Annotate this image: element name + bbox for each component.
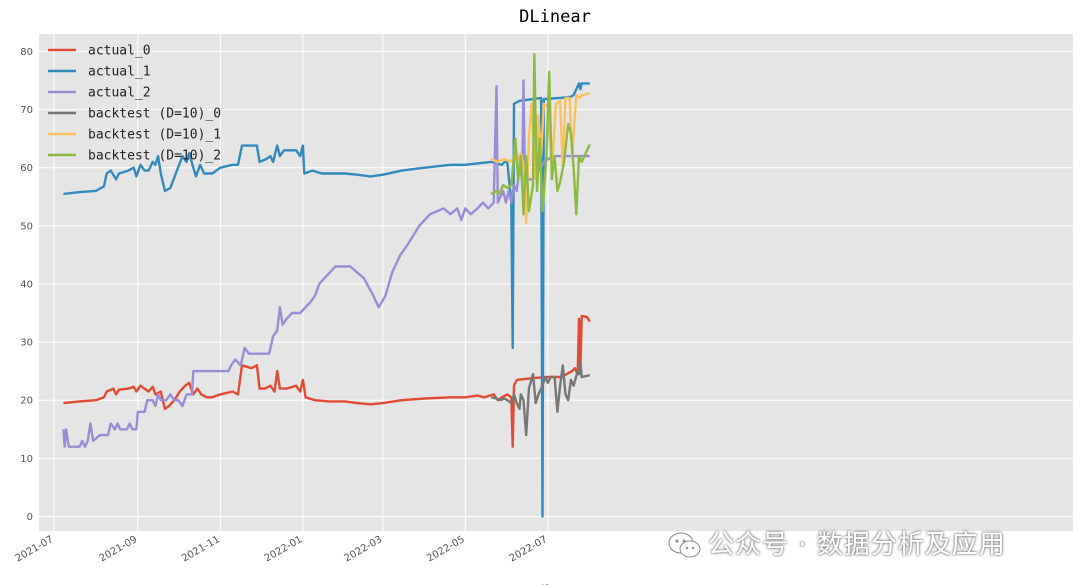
series-line-1 (63, 82, 590, 518)
x-tick-label: 2022-01 (263, 534, 305, 564)
x-tick-label: 2022-07 (508, 534, 550, 564)
y-tick-label: 30 (20, 338, 33, 349)
watermark: 公众号 · 数据分析及应用 (668, 524, 1006, 561)
x-tick-label: 2021-09 (98, 534, 140, 564)
legend-entry: actual_0 (88, 44, 151, 59)
legend: actual_0 actual_1 actual_2 backtest (D=10)_… (48, 44, 221, 164)
legend-entry: backtest (D=10)_0 (88, 107, 221, 122)
x-tick-label: 2022-05 (425, 534, 467, 564)
y-tick-label: 80 (20, 47, 33, 58)
series-line-2 (62, 79, 590, 448)
watermark-text: 公众号 · 数据分析及应用 (708, 530, 1006, 560)
x-axis-label: ti (541, 582, 548, 585)
y-tick-label: 40 (20, 279, 33, 290)
chart-title: DLinear (519, 7, 591, 27)
legend-entry: actual_1 (88, 65, 151, 80)
legend-entry: backtest (D=10)_2 (88, 149, 221, 164)
y-tick-label: 0 (27, 512, 33, 523)
wechat-icon (668, 532, 701, 557)
series-line-0 (63, 314, 591, 448)
series-line-3 (490, 361, 591, 437)
y-tick-label: 20 (20, 396, 33, 407)
x-tick-label: 2022-03 (343, 534, 385, 564)
x-tick-label: 2021-07 (14, 534, 56, 564)
y-tick-label: 10 (20, 454, 33, 465)
y-tick-label: 60 (20, 163, 33, 174)
legend-entry: actual_2 (88, 86, 151, 101)
y-tick-label: 70 (20, 105, 33, 116)
y-tick-label: 50 (20, 221, 33, 232)
legend-entry: backtest (D=10)_1 (88, 128, 221, 143)
x-tick-label: 2021-11 (180, 534, 222, 564)
series-line-5 (490, 53, 591, 216)
series-layer (62, 53, 591, 518)
